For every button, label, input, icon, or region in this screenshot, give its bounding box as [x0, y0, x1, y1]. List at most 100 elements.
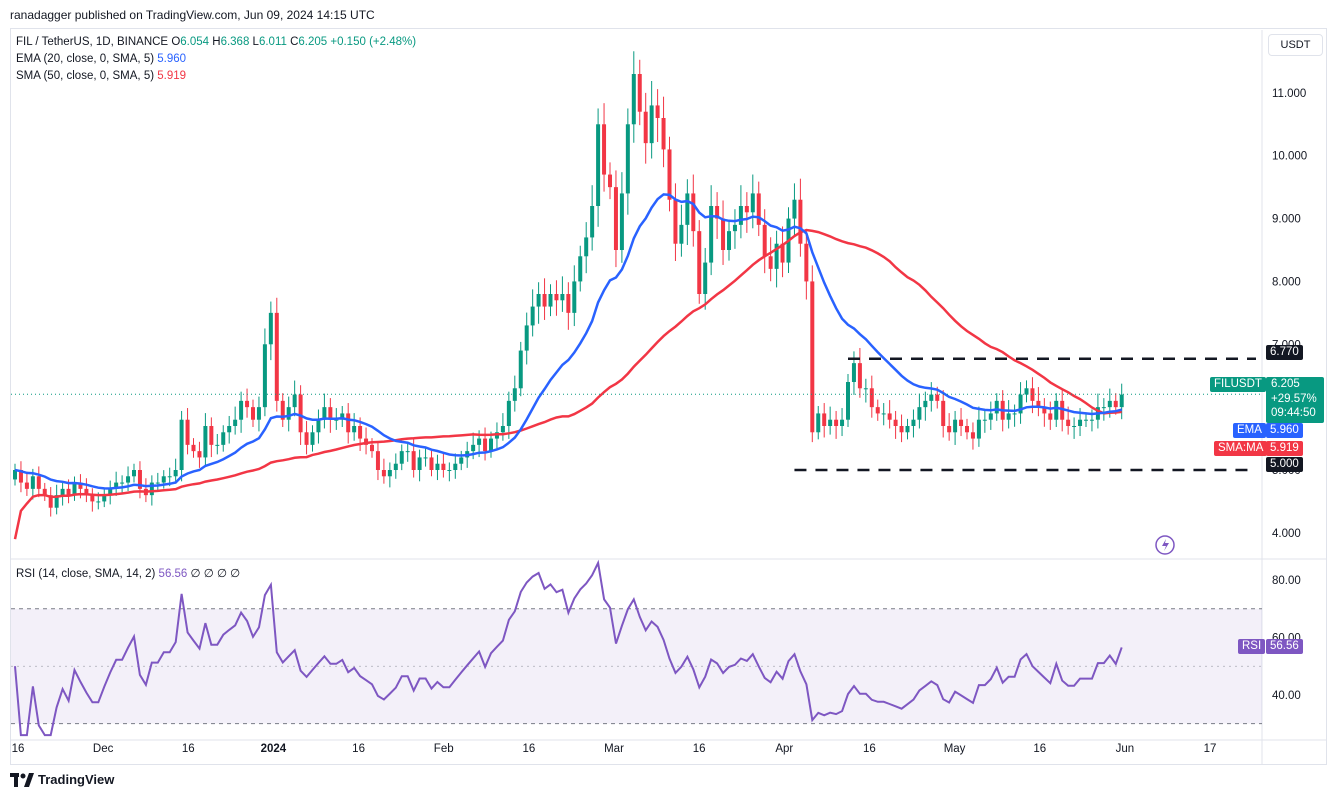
candle-body	[655, 105, 660, 118]
candle-body	[554, 294, 559, 301]
candle-body	[197, 451, 202, 458]
candle-body	[167, 476, 172, 478]
last-change-pct: +29.57%	[1271, 392, 1317, 405]
candle-body	[988, 413, 993, 420]
candle-body	[209, 426, 214, 445]
candle-body	[227, 426, 232, 433]
candle-body	[578, 256, 583, 282]
candle-body	[774, 243, 779, 269]
candle-body	[851, 363, 856, 382]
legend-sma: SMA (50, close, 0, SMA, 5) 5.919	[16, 68, 186, 85]
candle-body	[738, 206, 743, 225]
candle-body	[691, 193, 696, 232]
time-tick-label: Feb	[434, 743, 454, 755]
candle-body	[477, 438, 482, 445]
legend-ohlc: O6.054 H6.368 L6.011 C6.205	[171, 36, 330, 48]
currency-unit-button[interactable]: USDT	[1268, 34, 1323, 56]
candle-body	[750, 193, 755, 213]
rsi-line	[14, 559, 1123, 737]
candle-body	[1119, 394, 1124, 408]
candle-body	[762, 224, 767, 257]
time-tick-label: 16	[12, 743, 25, 755]
rsi-tick-label: 80.00	[1272, 575, 1301, 587]
candle-body	[132, 470, 136, 477]
candle-body	[643, 111, 648, 144]
candle-body	[982, 419, 987, 421]
candle-body	[590, 206, 595, 238]
candle-body	[631, 74, 636, 125]
candle-body	[334, 419, 339, 421]
candle-body	[709, 206, 714, 263]
candle-body	[1072, 426, 1077, 427]
candle-body	[48, 495, 53, 508]
rsi-name-tag: RSI	[1238, 639, 1266, 654]
candle-body	[798, 199, 803, 244]
candle-body	[411, 451, 416, 470]
legend-ohlc-key: C	[290, 36, 299, 48]
candle-body	[685, 193, 690, 225]
candle-body	[530, 306, 535, 326]
rsi-value-tag: 56.56	[1266, 639, 1303, 654]
candle-body	[917, 407, 922, 420]
candle-body	[346, 413, 351, 433]
candle-body	[441, 463, 446, 470]
candle-body	[155, 482, 160, 484]
support-tag: 5.000	[1266, 457, 1303, 472]
candle-body	[18, 470, 23, 483]
candle-body	[608, 174, 612, 188]
candle-body	[215, 444, 220, 446]
candle-body	[489, 438, 493, 452]
candle-body	[1107, 400, 1112, 408]
candle-body	[114, 482, 119, 489]
candle-body	[596, 124, 601, 206]
candle-body	[36, 476, 41, 489]
candle-body	[370, 444, 374, 452]
rsi-tick-label: 40.00	[1272, 690, 1301, 702]
candle-body	[935, 394, 940, 401]
candle-body	[953, 419, 958, 433]
candle-body	[673, 199, 678, 244]
legend-symbol: FIL / TetherUS, 1D, BINANCE	[16, 36, 169, 48]
candle-body	[387, 470, 392, 477]
legend-ema: EMA (20, close, 0, SMA, 5) 5.960	[16, 51, 186, 68]
candle-body	[417, 457, 422, 470]
candle-body	[66, 488, 71, 496]
sma-value-tag: 5.919	[1266, 441, 1303, 456]
legend-rsi: RSI (14, close, SMA, 14, 2) 56.56 ∅ ∅ ∅ …	[16, 566, 240, 583]
time-tick-label: 16	[863, 743, 876, 755]
tradingview-logo: TradingView	[10, 772, 114, 787]
candle-body	[447, 470, 452, 471]
candle-body	[566, 294, 571, 313]
candle-body	[1113, 400, 1118, 408]
candle-body	[352, 426, 357, 433]
publisher-line: ranadagger published on TradingView.com,…	[10, 8, 375, 22]
candle-body	[1018, 394, 1023, 414]
candle-body	[536, 294, 541, 307]
candle-body	[405, 451, 410, 453]
candle-body	[179, 419, 184, 470]
legend-ohlc-key: H	[212, 36, 221, 48]
legend-rsi-label: RSI (14, close, SMA, 14, 2)	[16, 568, 156, 580]
candle-body	[13, 470, 17, 480]
candle-body	[506, 400, 511, 426]
ema-line	[14, 193, 1123, 490]
legend-ema-value: 5.960	[157, 53, 187, 65]
candle-body	[572, 281, 577, 313]
time-tick-label: Apr	[775, 743, 793, 755]
candle-body	[976, 419, 981, 439]
candle-body	[703, 262, 708, 294]
candle-body	[584, 237, 589, 257]
tradingview-logo-icon	[10, 772, 34, 787]
legend-sma-label: SMA (50, close, 0, SMA, 5)	[16, 70, 155, 82]
candle-body	[637, 74, 642, 112]
candle-body	[161, 476, 166, 483]
resistance-tag: 6.770	[1266, 345, 1303, 360]
legend-ema-label: EMA (20, close, 0, SMA, 5)	[16, 53, 155, 65]
candle-body	[96, 501, 101, 503]
candle-body	[429, 457, 434, 470]
candle-body	[120, 482, 125, 484]
candle-body	[1101, 407, 1106, 409]
candle-body	[393, 463, 398, 470]
candle-body	[1042, 407, 1047, 414]
